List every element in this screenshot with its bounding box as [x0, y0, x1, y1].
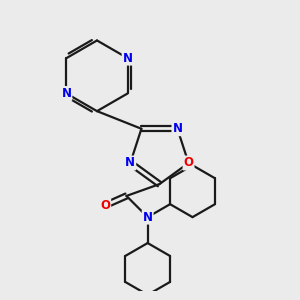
Text: N: N — [123, 52, 133, 64]
Text: N: N — [61, 87, 71, 100]
Text: N: N — [172, 122, 182, 135]
Text: N: N — [125, 157, 135, 169]
Text: O: O — [100, 199, 110, 212]
Text: N: N — [142, 211, 153, 224]
Text: O: O — [184, 157, 194, 169]
